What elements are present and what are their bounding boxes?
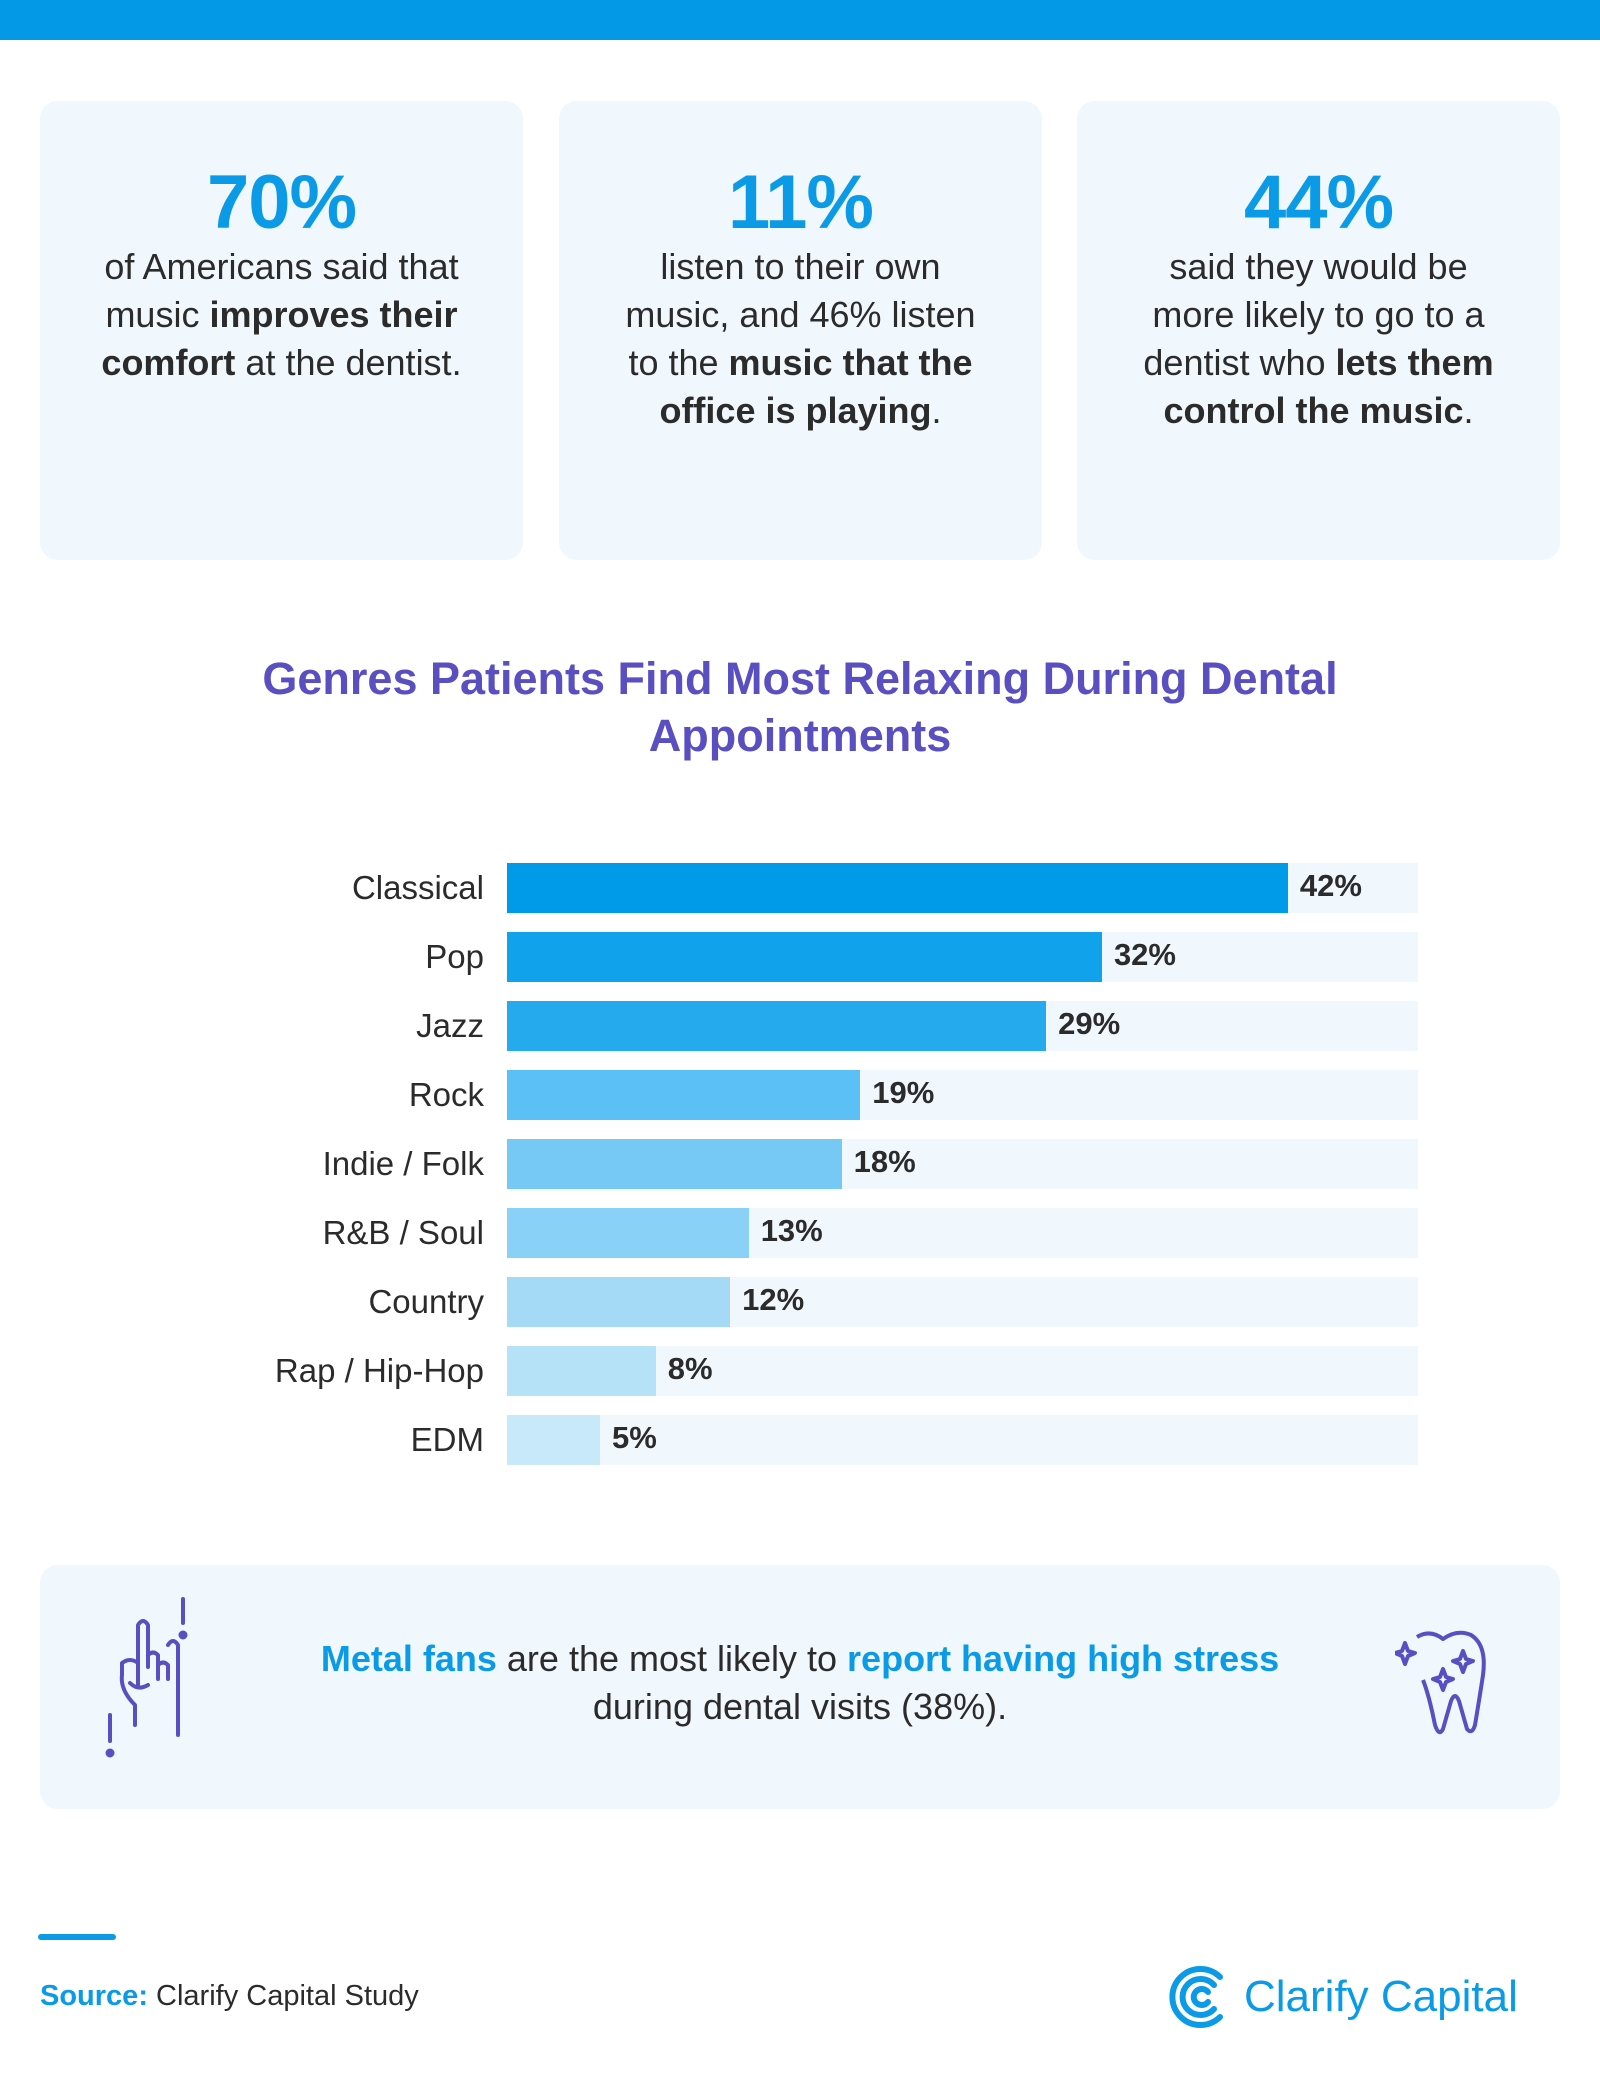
- data-label: 5%: [611, 1420, 657, 1455]
- bar-row: Country 12%: [0, 1277, 1600, 1327]
- bar-row: EDM 5%: [0, 1415, 1600, 1465]
- bar: [507, 1208, 749, 1258]
- category-label: Indie / Folk: [322, 1145, 484, 1182]
- data-label: 13%: [760, 1213, 823, 1248]
- stat-text-part: .: [1463, 390, 1474, 431]
- bar: [507, 863, 1288, 913]
- stat-text-bold: music that the office is playing: [659, 342, 973, 431]
- bar-track: 8%: [507, 1346, 1418, 1396]
- stat-text-part: of Americans said that music: [104, 246, 459, 335]
- chart-title: Genres Patients Find Most Relaxing Durin…: [262, 653, 1338, 761]
- data-label: 18%: [853, 1144, 916, 1179]
- stat-text-bold: lets them control the music: [1163, 342, 1494, 431]
- logo-mark-icon: [1169, 1966, 1223, 2028]
- data-label: 29%: [1058, 1006, 1121, 1041]
- category-label: Pop: [425, 938, 484, 975]
- bar-track: 29%: [507, 1001, 1418, 1051]
- clarify-capital-logo: Clarify Capital: [1168, 1965, 1518, 2029]
- callout-highlight: report having high stress: [847, 1638, 1280, 1679]
- stat-text-part: .: [931, 390, 942, 431]
- bar: [507, 1001, 1047, 1051]
- bar-track: 5%: [507, 1415, 1418, 1465]
- bar-track: 32%: [507, 932, 1418, 982]
- category-label: Rap / Hip-Hop: [274, 1352, 484, 1389]
- callout-text-mid: are the most likely to: [496, 1638, 848, 1679]
- bar-row: Rock 19%: [0, 1070, 1600, 1120]
- stat-text-part: at the dentist.: [235, 342, 462, 383]
- top-accent-bar: [0, 0, 1600, 40]
- category-label: Country: [368, 1283, 484, 1320]
- rock-hand-icon: [105, 1597, 188, 1758]
- bar-track: 13%: [507, 1208, 1418, 1258]
- stat-text-part: listen to their own music, and 46% liste…: [625, 246, 976, 383]
- stat-value: 11%: [728, 160, 874, 245]
- bar: [507, 1139, 842, 1189]
- bar: [507, 1070, 861, 1120]
- bar: [507, 1277, 731, 1327]
- category-label: Jazz: [416, 1007, 484, 1044]
- data-label: 32%: [1113, 937, 1176, 972]
- bar: [507, 1346, 656, 1396]
- stat-card-1: 70% of Americans said that music improve…: [40, 101, 523, 560]
- bar-track: 19%: [507, 1070, 1418, 1120]
- source-text: Clarify Capital Study: [147, 1980, 419, 2012]
- category-label: Classical: [351, 869, 484, 906]
- stat-card-2: 11% listen to their own music, and 46% l…: [559, 101, 1042, 560]
- stat-text: listen to their own music, and 46% liste…: [559, 243, 1042, 435]
- callout-text-end: during dental visits (38%).: [592, 1686, 1008, 1727]
- stat-text: of Americans said that music improves th…: [40, 243, 523, 387]
- bar-row: Jazz 29%: [0, 1001, 1600, 1051]
- data-label: 42%: [1299, 868, 1362, 903]
- bar-row: Rap / Hip-Hop 8%: [0, 1346, 1600, 1396]
- bar-row: R&B / Soul 13%: [0, 1208, 1600, 1258]
- stat-value: 44%: [1243, 160, 1394, 245]
- bar-track: 12%: [507, 1277, 1418, 1327]
- callout-highlight: Metal fans: [320, 1638, 497, 1679]
- bar-row: Classical 42%: [0, 863, 1600, 913]
- bar: [507, 1415, 600, 1465]
- category-label: Rock: [408, 1076, 484, 1113]
- stat-card-3: 44% said they would be more likely to go…: [1077, 101, 1560, 560]
- bar-row: Pop 32%: [0, 932, 1600, 982]
- stat-text-bold: improves their comfort: [101, 294, 458, 383]
- bar: [507, 932, 1102, 982]
- bar-track: 42%: [507, 863, 1418, 913]
- data-label: 19%: [872, 1075, 935, 1110]
- stat-text: said they would be more likely to go to …: [1077, 243, 1560, 435]
- stat-text-part: said they would be more likely to go to …: [1143, 246, 1485, 383]
- sparkling-tooth-icon: [1395, 1630, 1486, 1735]
- source-label: Source:: [40, 1980, 148, 2012]
- stat-value: 70%: [206, 160, 357, 245]
- source-note: Source: Clarify Capital Study: [40, 1980, 419, 2013]
- callout-box: Metal fans are the most likely to report…: [40, 1565, 1560, 1809]
- data-label: 12%: [742, 1282, 805, 1317]
- footer-rule: [38, 1934, 116, 1940]
- callout-text: Metal fans are the most likely to report…: [260, 1635, 1340, 1731]
- logo-text: Clarify Capital: [1244, 1972, 1518, 2021]
- category-label: EDM: [410, 1421, 484, 1458]
- category-label: R&B / Soul: [322, 1214, 484, 1251]
- data-label: 8%: [667, 1351, 713, 1386]
- bar-row: Indie / Folk 18%: [0, 1139, 1600, 1189]
- bar-track: 18%: [507, 1139, 1418, 1189]
